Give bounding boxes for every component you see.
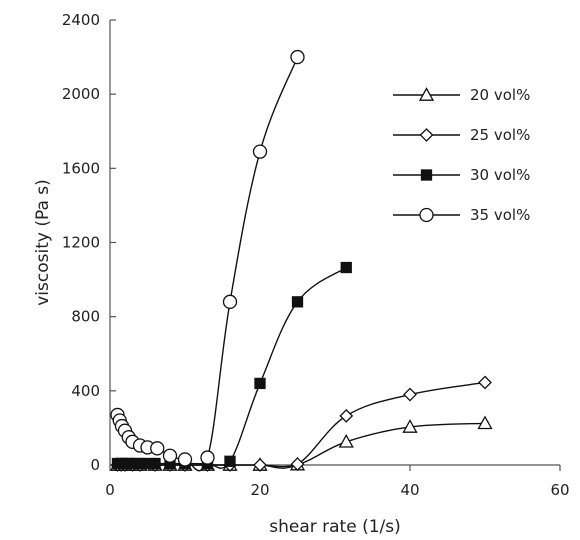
data-point	[291, 296, 304, 308]
data-point	[478, 375, 492, 390]
y-tick-label: 0	[90, 456, 100, 474]
data-point	[340, 261, 352, 274]
series-line	[116, 56, 299, 472]
legend-item: 30 vol%	[393, 166, 530, 184]
data-point	[224, 455, 236, 467]
y-tick-label: 800	[71, 308, 100, 326]
y-tick-label: 1200	[62, 234, 100, 252]
data-point	[403, 387, 417, 402]
y-axis-title: viscosity (Pa s)	[33, 179, 53, 306]
x-tick-label: 40	[400, 481, 419, 499]
data-point	[290, 457, 305, 471]
data-point	[402, 419, 418, 433]
legend-marker	[420, 169, 433, 181]
legend-item: 20 vol%	[393, 86, 530, 104]
legend-item: 25 vol%	[393, 126, 530, 144]
x-axis-title: shear rate (1/s)	[269, 517, 401, 537]
data-point	[338, 433, 354, 448]
data-point	[252, 144, 268, 159]
legend: 20 vol% 25 vol% 30 vol% 35 vol%	[393, 86, 530, 224]
data-point	[477, 415, 493, 430]
plot-series	[109, 49, 493, 472]
data-point	[149, 457, 161, 470]
data-point	[177, 452, 193, 467]
data-point	[150, 441, 165, 456]
legend-label: 25 vol%	[470, 126, 530, 144]
x-tick-label: 60	[550, 481, 569, 499]
x-tick-label: 0	[105, 481, 115, 499]
legend-label: 30 vol%	[470, 166, 530, 184]
y-tick-label: 400	[71, 382, 100, 400]
legend-label: 20 vol%	[470, 86, 530, 104]
data-point	[253, 458, 267, 472]
x-tick-label: 20	[250, 481, 269, 499]
data-point	[162, 448, 178, 463]
legend-marker	[419, 128, 434, 142]
legend-label: 35 vol%	[470, 206, 530, 224]
legend-item: 35 vol%	[393, 206, 530, 224]
y-tick-label: 2400	[62, 11, 100, 29]
data-point	[254, 377, 266, 390]
y-tick-label: 1600	[62, 159, 100, 177]
data-point	[200, 450, 215, 465]
y-tick-label: 2000	[62, 85, 100, 103]
axes: 0 400 800 1200 1600 2000 2400 0 20 40 60	[62, 11, 570, 499]
legend-marker	[419, 207, 434, 223]
data-point	[290, 49, 305, 65]
series-35-vol-	[110, 49, 305, 472]
data-point	[339, 408, 354, 423]
legend-marker	[418, 87, 435, 101]
data-point	[222, 294, 238, 309]
